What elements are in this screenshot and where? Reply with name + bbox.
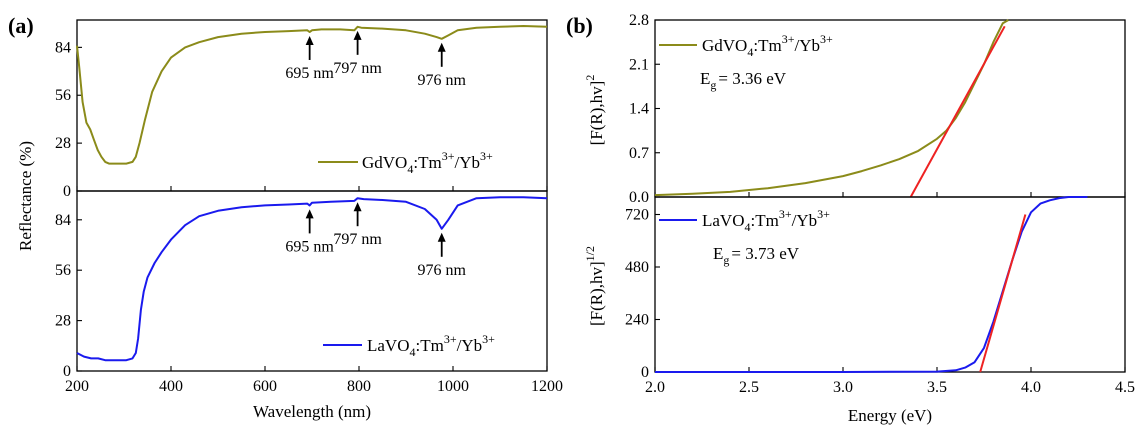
panel-b-bottom-x-ticks: 2.0 2.5 3.0 3.5 4.0 4.5 (645, 367, 1135, 396)
panel-b-bottom-ytick-label: 0 (641, 364, 649, 381)
panel-a-bottom-ytick-label: 28 (55, 313, 71, 330)
panel-a-top-x-ticks (76, 186, 548, 191)
panel-b-bottom-y-axis-label: [F(R),hv]1/2 (583, 246, 606, 326)
panel-a-top-annotations: 695 nm 797 nm 976 nm (285, 30, 466, 89)
panel-a-bottom-xtick-label: 800 (347, 378, 371, 395)
panel-b-top-ytick-label: 2.1 (629, 56, 649, 73)
panel-b-top-y-ticks: 0.0 0.7 1.4 2.1 2.8 (629, 12, 660, 206)
legend-label-gdvo4: GdVO4:Tm3+/Yb3+ (362, 149, 493, 176)
panel-a-top-arrowhead (353, 30, 362, 40)
panel-a-top-arrowhead (305, 35, 314, 45)
panel-b-bottom-xtick-label: 2.0 (645, 379, 665, 396)
panel-b-bottom-legend: LaVO4:Tm3+/Yb3+ Eg = 3.73 eV (659, 207, 830, 267)
panel-a-top-legend: GdVO4:Tm3+/Yb3+ (318, 149, 493, 176)
panel-b-x-axis-label: Energy (eV) (848, 406, 932, 425)
panel-a-top-ytick-label: 0 (63, 183, 71, 200)
panel-a-top-ytick-label: 28 (55, 135, 71, 152)
panel-b-bottom-xtick-label: 4.5 (1115, 379, 1135, 396)
panel-a-bottom-ytick-label: 56 (55, 262, 71, 279)
panel-a-top-ytick-label: 56 (55, 87, 71, 104)
panel-b-top-y-axis-label: [F(R),hv]2 (583, 75, 606, 146)
panel-a-bottom-annotation-label: 797 nm (333, 231, 382, 248)
panel-a-top-y-ticks: 0 28 56 84 (55, 39, 82, 200)
panel-a-bottom-annotations: 695 nm 797 nm 976 nm (285, 202, 466, 279)
panel-b-bottom-xtick-label: 3.5 (927, 379, 947, 396)
panel-b-top-ytick-label: 2.8 (629, 12, 649, 29)
panel-b-top-legend: GdVO4:Tm3+/Yb3+ Eg = 3.36 eV (659, 32, 833, 92)
panel-b-bottom-y-ticks: 0 240 480 720 (625, 207, 660, 381)
panel-a-bottom-frame (76, 190, 548, 372)
panel-a-bottom-arrowhead (305, 209, 314, 219)
panel-b-bottom: 0 240 480 720 2.0 2.5 3.0 3.5 4.0 4.5 LaVO4:Tm3+… (583, 196, 1135, 396)
panel-a-bottom-ytick-label: 0 (63, 363, 71, 380)
panel-b-bottom-xtick-label: 2.5 (739, 379, 759, 396)
panel-a-bottom-y-ticks: 0 28 56 84 (55, 212, 82, 380)
panel-a-bottom-xtick-label: 600 (253, 378, 277, 395)
panel-a-bottom-arrowhead (353, 202, 362, 212)
lavo4-linear-fit (979, 214, 1027, 373)
panel-b-bottom-ytick-label: 480 (625, 259, 649, 276)
lavo4-bandgap-text: Eg = 3.73 eV (713, 244, 800, 267)
panel-a-top-annotation-label: 976 nm (417, 72, 466, 89)
panel-b-top-ytick-label: 0.7 (629, 145, 649, 162)
panel-b-bottom-ytick-label: 240 (625, 312, 649, 329)
panel-a-top: 0 28 56 84 695 nm 797 nm 976 nm GdVO4:Tm3+/Yb… (55, 19, 548, 200)
panel-a-bottom-annotation-label: 695 nm (285, 238, 334, 255)
panel-a-top-arrowhead (437, 42, 446, 52)
panel-a-top-annotation-label: 695 nm (285, 65, 334, 82)
panel-b-top-ytick-label: 0.0 (629, 189, 649, 206)
panel-b-top-ytick-label: 1.4 (629, 101, 649, 118)
panel-a-bottom-x-ticks: 200 400 600 800 1000 1200 (65, 366, 563, 395)
panel-a-y-axis-label: Reflectance (%) (16, 141, 35, 251)
panel-a-bottom-annotation-label: 976 nm (417, 262, 466, 279)
legend-label-lavo4: LaVO4:Tm3+/Yb3+ (367, 332, 495, 359)
panel-a-bottom-xtick-label: 200 (65, 378, 89, 395)
legend-label-gdvo4-tauc: GdVO4:Tm3+/Yb3+ (702, 32, 833, 59)
panel-a-label: (a) (8, 13, 34, 38)
panel-a-bottom-arrowhead (437, 232, 446, 242)
panel-a-bottom-xtick-label: 1200 (531, 378, 563, 395)
gdvo4-bandgap-text: Eg = 3.36 eV (700, 69, 787, 92)
panel-b-top: 0.0 0.7 1.4 2.1 2.8 GdVO4:Tm3+/Yb3+ Eg = 3.36… (583, 12, 1126, 206)
panel-a-top-ytick-label: 84 (55, 39, 71, 56)
panel-a-bottom: 0 28 56 84 200 400 600 800 1000 1200 695 nm 797 n… (55, 190, 563, 395)
panel-a-bottom-ytick-label: 84 (55, 212, 71, 229)
legend-label-lavo4-tauc: LaVO4:Tm3+/Yb3+ (702, 207, 830, 234)
panel-b-bottom-xtick-label: 4.0 (1021, 379, 1041, 396)
panel-a-bottom-legend: LaVO4:Tm3+/Yb3+ (323, 332, 495, 359)
panel-a-top-annotation-label: 797 nm (333, 60, 382, 77)
panel-b-bottom-ytick-label: 720 (625, 207, 649, 224)
gdvo4-linear-fit (909, 25, 1006, 198)
panel-a-x-axis-label: Wavelength (nm) (253, 402, 371, 421)
panel-b-bottom-xtick-label: 3.0 (833, 379, 853, 396)
lavo4-reflectance-line (76, 196, 548, 362)
panel-b-top-x-ticks (654, 192, 1126, 197)
panel-a-bottom-xtick-label: 400 (159, 378, 183, 395)
panel-b-label: (b) (566, 13, 593, 38)
panel-a-bottom-xtick-label: 1000 (437, 378, 469, 395)
gdvo4-reflectance-line (76, 25, 548, 165)
